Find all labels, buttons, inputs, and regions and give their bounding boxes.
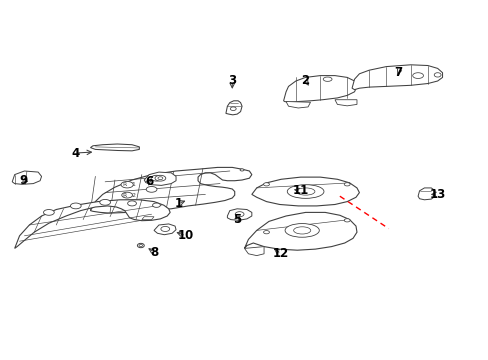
Text: 11: 11 <box>292 184 308 197</box>
Text: 1: 1 <box>131 182 135 187</box>
Ellipse shape <box>121 181 133 188</box>
Ellipse shape <box>230 107 236 111</box>
Polygon shape <box>144 172 176 185</box>
Text: 12: 12 <box>272 247 289 260</box>
Ellipse shape <box>161 226 169 231</box>
Ellipse shape <box>122 192 132 198</box>
Text: R: R <box>122 182 126 187</box>
Text: R: R <box>122 193 126 198</box>
Ellipse shape <box>412 73 423 78</box>
Ellipse shape <box>158 177 163 180</box>
Polygon shape <box>90 144 139 151</box>
Ellipse shape <box>139 244 142 247</box>
Text: 2: 2 <box>131 193 135 198</box>
Polygon shape <box>15 200 170 248</box>
Ellipse shape <box>152 203 160 207</box>
Ellipse shape <box>155 175 165 181</box>
Text: 10: 10 <box>177 229 194 242</box>
Text: 6: 6 <box>145 175 153 188</box>
Ellipse shape <box>296 188 314 195</box>
Polygon shape <box>90 167 251 213</box>
Text: 2: 2 <box>301 75 309 87</box>
Text: 8: 8 <box>150 246 158 258</box>
Ellipse shape <box>100 199 110 205</box>
Polygon shape <box>244 247 264 256</box>
Polygon shape <box>227 209 251 220</box>
Ellipse shape <box>263 183 269 186</box>
Ellipse shape <box>344 219 349 222</box>
Polygon shape <box>351 65 442 90</box>
Ellipse shape <box>43 210 54 215</box>
Text: 13: 13 <box>428 188 445 201</box>
Ellipse shape <box>240 169 244 171</box>
Ellipse shape <box>151 175 162 181</box>
Polygon shape <box>12 171 41 184</box>
Polygon shape <box>225 101 242 115</box>
Text: 9: 9 <box>20 174 27 186</box>
Polygon shape <box>334 100 356 106</box>
Text: 4: 4 <box>72 147 80 159</box>
Ellipse shape <box>344 183 349 186</box>
Polygon shape <box>417 188 434 200</box>
Polygon shape <box>283 76 356 102</box>
Text: 5: 5 <box>233 213 241 226</box>
Polygon shape <box>142 217 154 220</box>
Text: 3: 3 <box>228 75 236 87</box>
Polygon shape <box>154 224 176 235</box>
Polygon shape <box>244 212 356 250</box>
Ellipse shape <box>263 231 269 234</box>
Ellipse shape <box>285 224 319 237</box>
Ellipse shape <box>433 73 440 77</box>
Polygon shape <box>285 102 310 108</box>
Ellipse shape <box>293 227 310 234</box>
Ellipse shape <box>287 185 323 198</box>
Ellipse shape <box>146 186 157 192</box>
Text: 1: 1 <box>174 197 182 210</box>
Ellipse shape <box>323 77 331 81</box>
Ellipse shape <box>127 201 136 206</box>
Ellipse shape <box>235 212 244 217</box>
Ellipse shape <box>137 243 144 248</box>
Polygon shape <box>251 177 359 206</box>
Ellipse shape <box>70 203 81 209</box>
Text: 7: 7 <box>394 66 402 78</box>
